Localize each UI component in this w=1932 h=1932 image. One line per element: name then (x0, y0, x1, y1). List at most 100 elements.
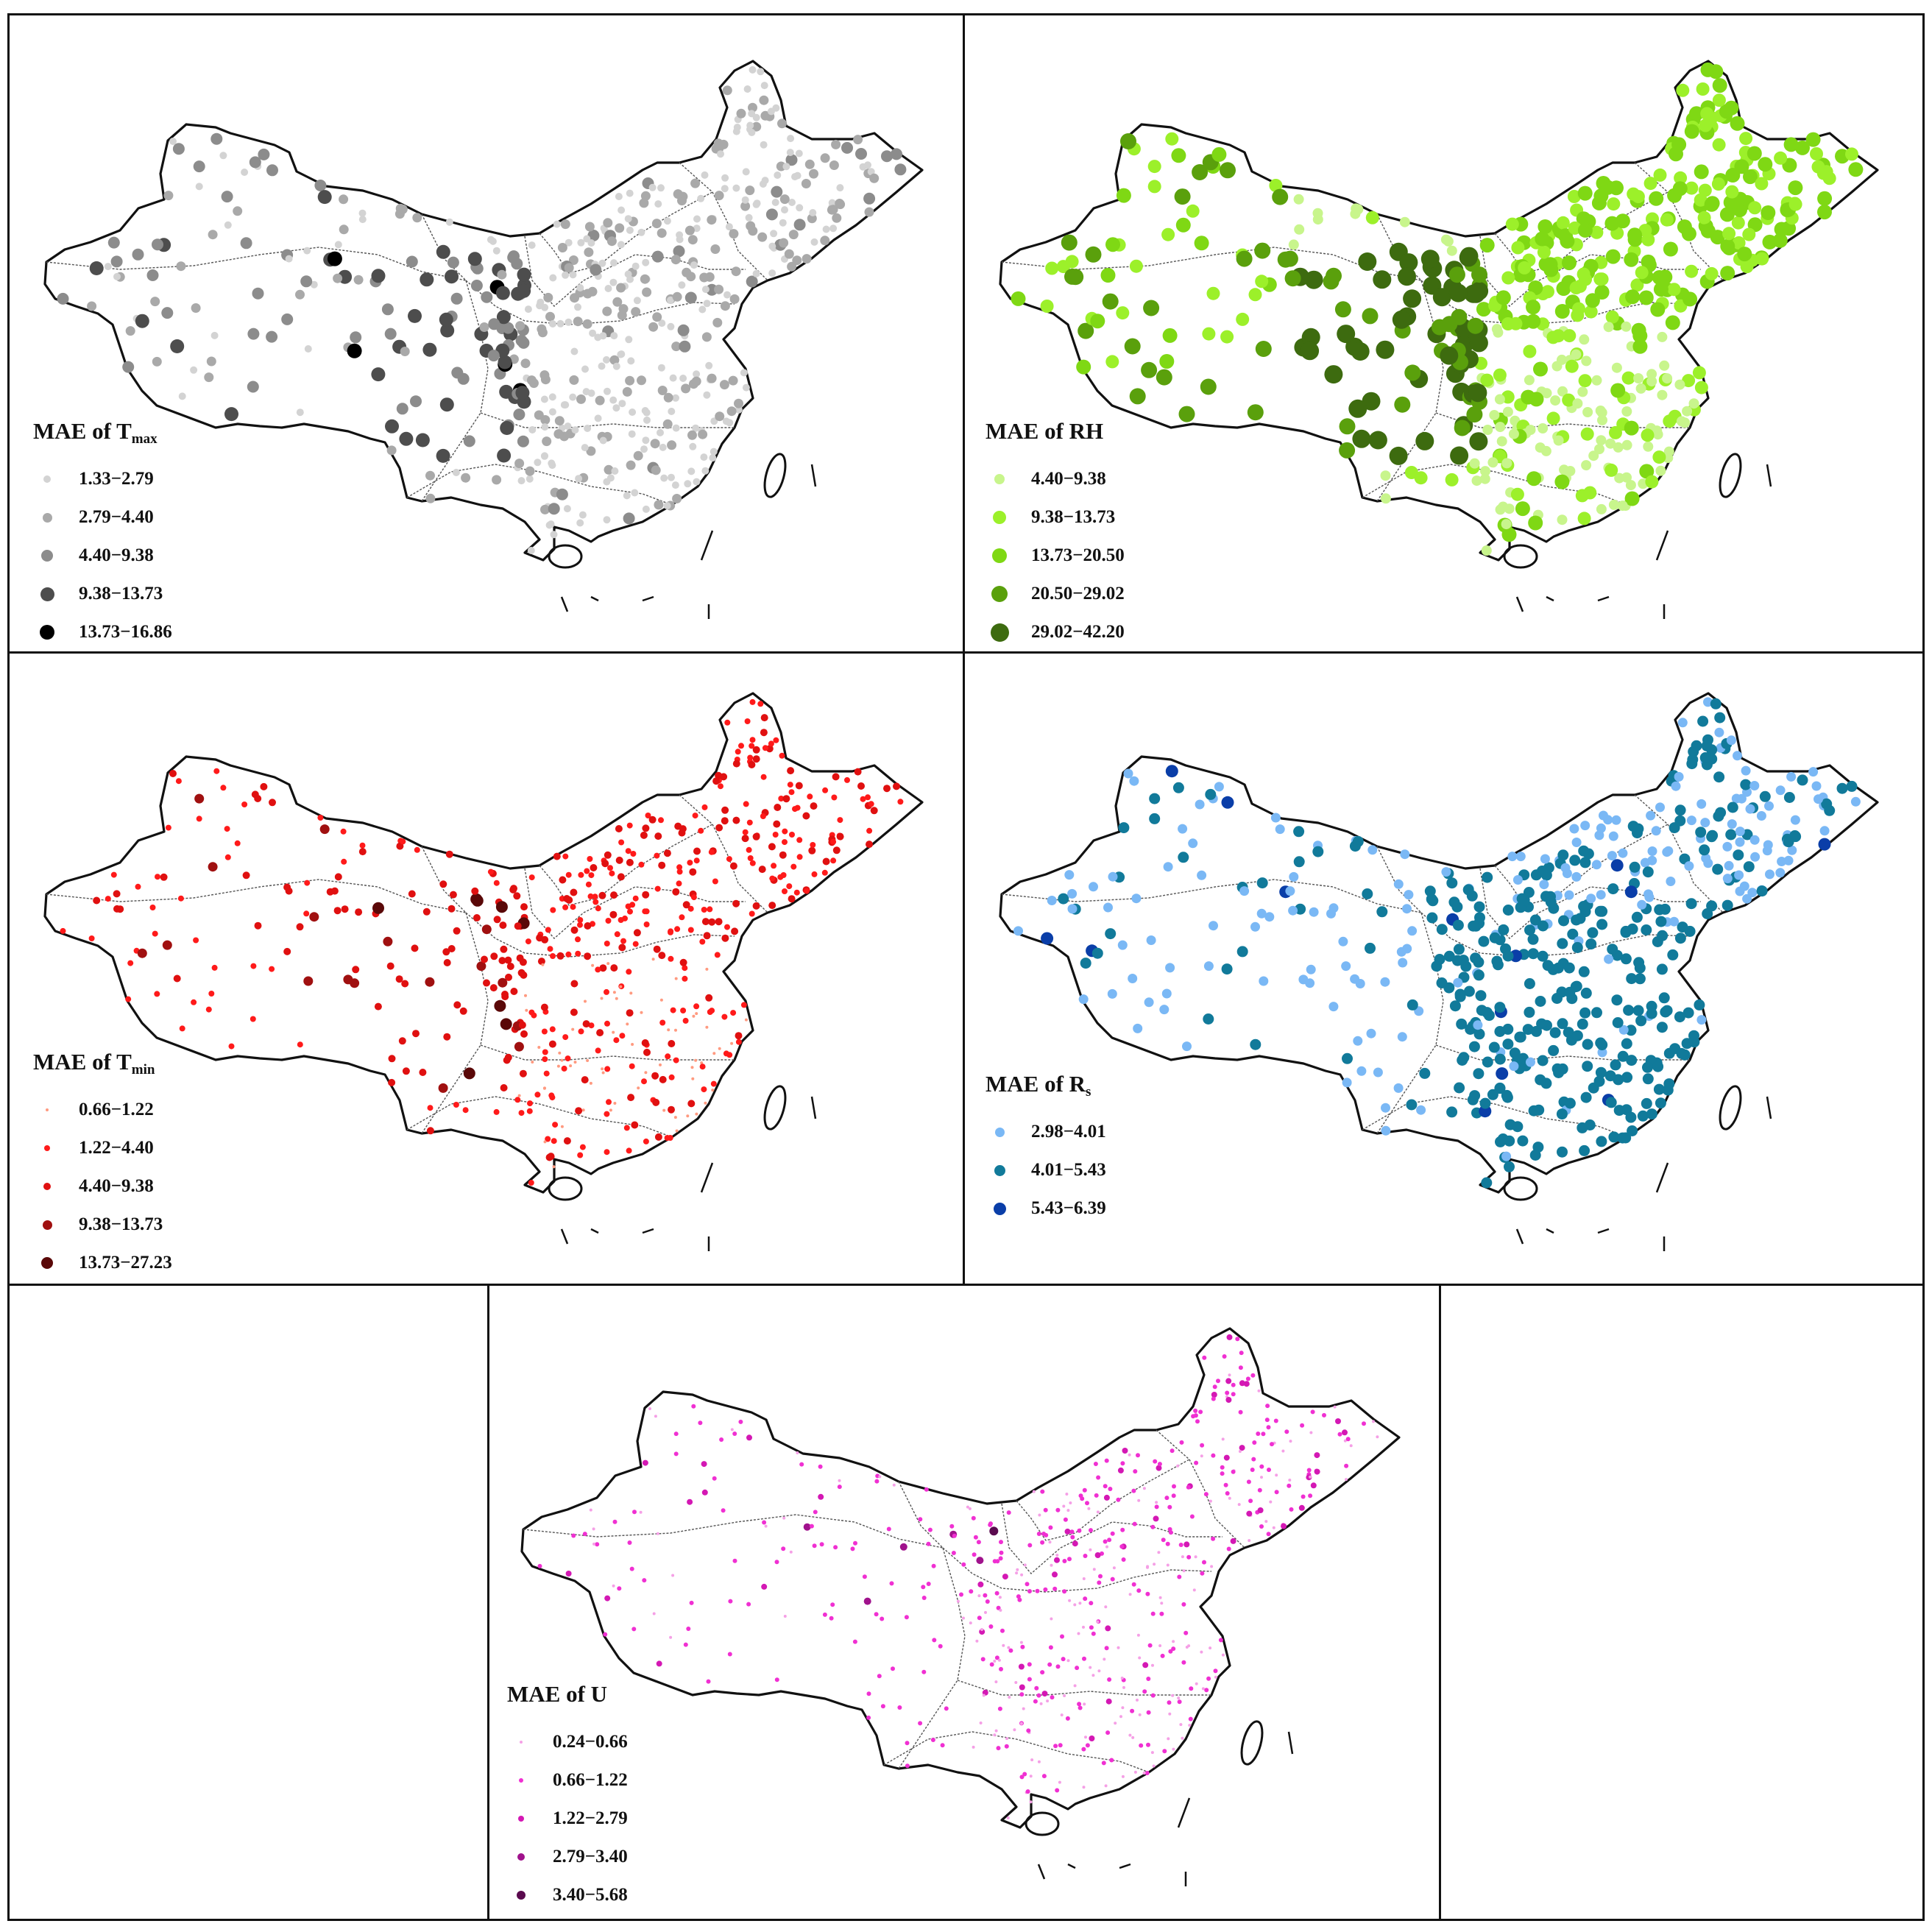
station-point (1577, 267, 1590, 281)
station-point (1452, 919, 1464, 931)
station-point (1537, 920, 1549, 932)
station-point (1515, 852, 1526, 862)
station-point (1301, 342, 1320, 361)
station-point (531, 1061, 534, 1064)
station-point (640, 191, 651, 201)
station-point (1281, 1523, 1287, 1529)
station-point (1040, 300, 1054, 313)
station-point (1105, 1545, 1108, 1549)
station-point (242, 871, 250, 880)
station-point (165, 824, 171, 831)
station-point (1089, 1625, 1094, 1630)
station-point (560, 1125, 564, 1128)
station-point (1482, 1056, 1493, 1068)
station-point (682, 901, 690, 909)
station-point (254, 921, 262, 930)
station-point (718, 1047, 721, 1050)
station-point (1183, 1630, 1189, 1635)
station-point (1142, 1487, 1146, 1490)
station-point (687, 430, 697, 440)
station-point (1836, 782, 1848, 794)
station-point (1449, 1000, 1461, 1012)
station-point (445, 269, 459, 284)
station-point (1457, 955, 1469, 966)
station-point (1038, 1513, 1041, 1517)
station-point (1150, 1611, 1156, 1616)
station-point (1392, 310, 1411, 329)
station-point (1699, 118, 1713, 132)
station-point (629, 1063, 635, 1069)
station-point (1629, 861, 1641, 873)
station-point (1501, 519, 1512, 530)
station-point (1206, 1676, 1211, 1681)
station-point (577, 917, 584, 923)
station-point (352, 966, 360, 974)
station-point (1261, 1432, 1266, 1437)
station-point (1228, 1496, 1231, 1500)
map-panel-tmin: MAE of Tmin 0.66−1.22 1.22−4.40 4.40−9.38 9… (7, 651, 965, 1286)
station-point (1129, 388, 1146, 405)
station-point (1239, 1351, 1244, 1356)
station-point (453, 1001, 461, 1009)
station-point (1515, 501, 1530, 517)
station-point (1475, 990, 1487, 1002)
station-point (1221, 1437, 1225, 1441)
station-point (807, 213, 817, 224)
station-point (921, 1585, 926, 1590)
station-point (1248, 288, 1262, 302)
station-point (668, 1040, 676, 1047)
station-point (606, 1099, 612, 1105)
legend-label: 4.40−9.38 (79, 1176, 154, 1196)
station-point (701, 1086, 707, 1093)
station-point (204, 372, 214, 383)
station-point (1243, 1381, 1250, 1387)
station-point (682, 267, 692, 277)
station-point (784, 249, 794, 259)
station-point (643, 416, 651, 424)
station-point (1097, 1580, 1102, 1585)
station-point (609, 910, 618, 919)
station-point (997, 1706, 1002, 1711)
station-point (528, 1180, 534, 1186)
station-point (1011, 291, 1026, 306)
station-point (976, 1557, 984, 1565)
station-point (303, 976, 314, 986)
station-point (1635, 383, 1646, 394)
station-point (672, 424, 680, 432)
legend-label: 0.66−1.22 (553, 1770, 628, 1790)
station-point (1082, 1656, 1086, 1661)
station-point (1100, 268, 1116, 283)
legend-label: 1.33−2.79 (79, 469, 154, 489)
station-point (525, 466, 535, 476)
station-point (1701, 740, 1713, 751)
station-point (1646, 1108, 1657, 1120)
station-point (645, 813, 651, 818)
station-point (1579, 857, 1591, 868)
station-point (1209, 921, 1218, 931)
station-point (395, 975, 403, 983)
station-point (587, 230, 600, 241)
station-point (730, 1010, 737, 1016)
station-point (1133, 1469, 1138, 1474)
station-point (705, 994, 713, 1002)
station-point (601, 1067, 604, 1071)
station-point (1105, 1730, 1111, 1735)
station-point (1502, 950, 1514, 962)
legend-marker-icon (38, 584, 57, 604)
station-point (1749, 781, 1760, 790)
station-point (629, 991, 633, 995)
station-point (926, 1582, 931, 1586)
station-point (1755, 177, 1769, 191)
station-point (514, 1041, 524, 1052)
station-point (1089, 1666, 1092, 1669)
station-point (694, 1058, 698, 1062)
station-point (169, 138, 177, 145)
station-point (1158, 1596, 1162, 1599)
region-boundary (406, 1096, 673, 1138)
legend-item: 20.50−29.02 (986, 575, 1125, 613)
station-point (880, 1616, 885, 1621)
station-point (1065, 255, 1079, 269)
station-point (870, 807, 878, 815)
station-point (113, 272, 121, 280)
south-sea-mark (642, 595, 654, 602)
